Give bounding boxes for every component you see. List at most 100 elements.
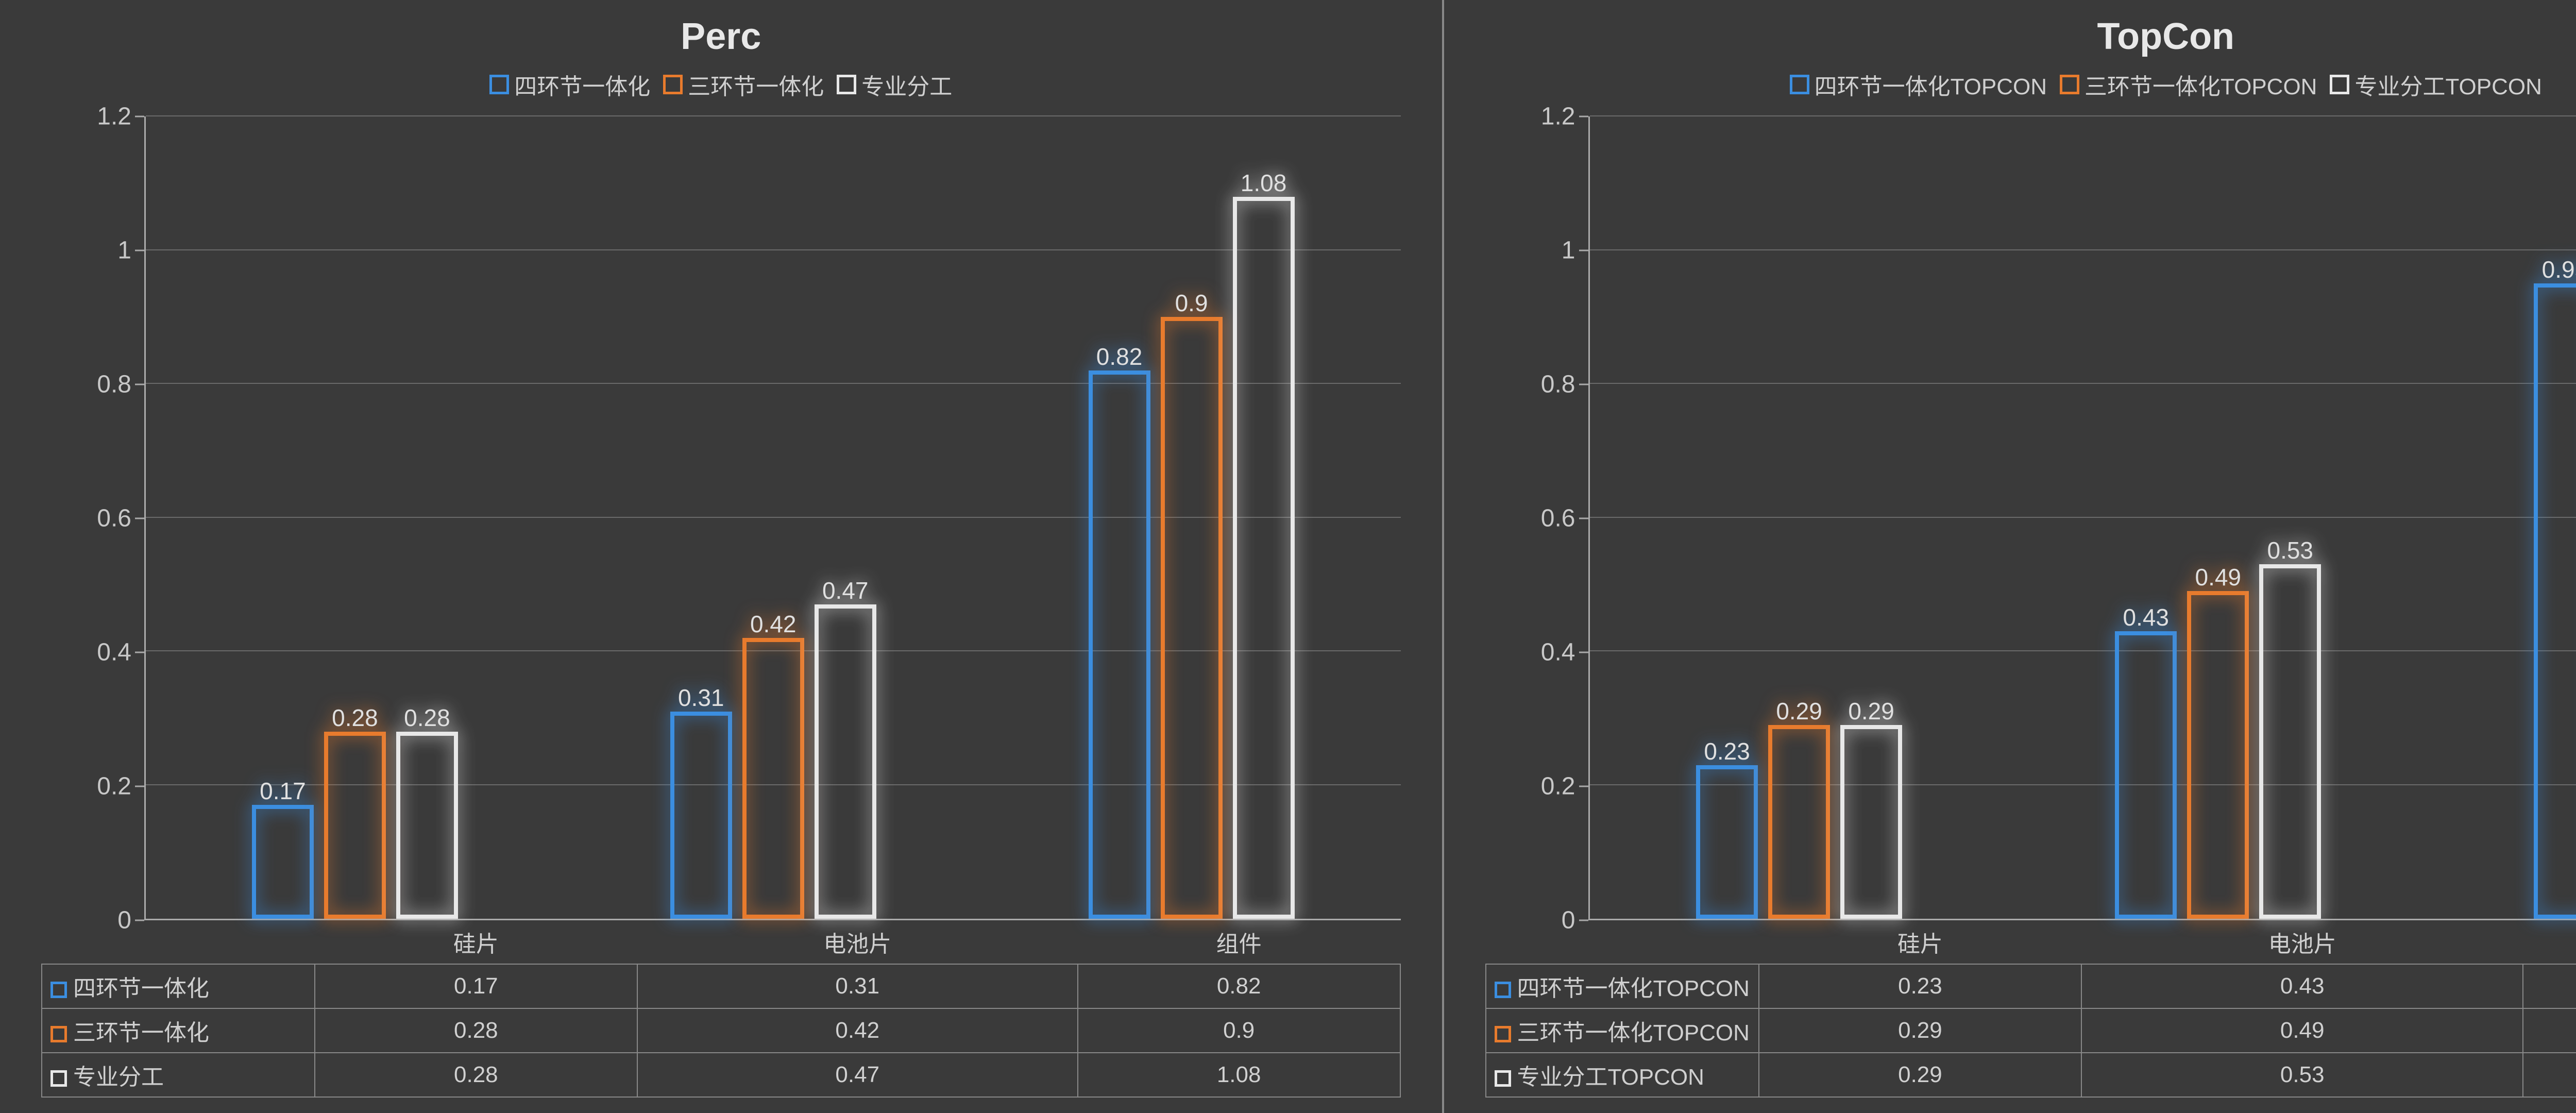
y-tick-mark [135,920,144,921]
legend-label: 专业分工TOPCON [2354,68,2541,101]
bar: 0.23 [1696,765,1758,919]
table-cell: 1.14 [2523,1053,2576,1097]
table-cell: 0.9 [1078,1008,1400,1053]
row-swatch [50,1026,67,1042]
row-swatch [1495,1070,1511,1087]
bar: 0.49 [2187,591,2249,919]
bar-value-label: 0.28 [404,704,450,732]
y-tick-label: 0.6 [1488,504,1575,533]
y-tick-label: 0 [1488,906,1575,935]
table-cell: 0.29 [1759,1008,2082,1053]
table-cell: 0.23 [1759,964,2082,1008]
row-series-name: 专业分工TOPCON [1517,1065,1704,1090]
bar-value-label: 0.31 [678,684,724,712]
bar: 0.53 [2259,564,2321,919]
table-cell: 0.43 [2081,964,2523,1008]
y-tick-mark [1579,250,1588,251]
bar-value-label: 0.17 [260,777,306,805]
table-row-head: 专业分工TOPCON [1486,1053,1759,1097]
table-cell: 0.47 [637,1053,1078,1097]
x-category-label: 组件 [2523,920,2576,964]
table-cell: 0.53 [2081,1053,2523,1097]
bar-group: 0.17 0.28 0.28 [146,116,564,919]
bar: 0.47 [815,604,876,919]
bar: 0.9 [1161,317,1223,919]
bar-value-label: 0.28 [332,704,378,732]
x-category-label: 组件 [1078,920,1400,964]
y-tick-label: 1.2 [1488,103,1575,131]
table-row: 三环节一体化0.280.420.9 [42,1008,1400,1053]
y-tick-label: 0.6 [44,504,131,533]
bar-group: 0.430.490.53 [2009,116,2428,919]
y-tick-mark [135,250,144,251]
table-row-head: 三环节一体化 [42,1008,315,1053]
data-table-grid: 硅片电池片组件四环节一体化TOPCON0.230.430.95三环节一体化TOP… [1485,920,2576,1098]
bar: 0.82 [1089,370,1150,919]
x-category-label: 硅片 [1759,920,2082,964]
legend-label: 四环节一体化 [514,68,650,101]
row-swatch [1495,1026,1511,1042]
y-tick-label: 0.8 [1488,370,1575,399]
table-cell: 0.82 [1078,964,1400,1008]
plot: 0.170.280.280.310.420.470.820.91.08 [144,116,1401,920]
bar-value-label: 0.9 [1175,289,1208,317]
plot-row: 00.20.40.60.811.20.170.280.280.310.420.4… [41,116,1401,920]
y-tick-mark [135,518,144,519]
bar-value-label: 0.43 [2123,603,2169,631]
legend-label: 三环节一体化 [688,68,824,101]
bar: 0.42 [742,638,804,919]
plot: 0.230.290.290.430.490.530.950.981.14 [1588,116,2576,920]
bar-value-label: 0.82 [1096,343,1143,370]
bar: 0.95 [2534,283,2576,919]
y-tick-mark [1579,518,1588,519]
bar-group: 0.23 0.29 0.29 [1590,116,2009,919]
y-tick-mark [135,384,144,385]
bar-value-label: 0.47 [822,577,869,604]
table-cell: 0.17 [315,964,637,1008]
panel-topcon: TopCon四环节一体化TOPCON三环节一体化TOPCON专业分工TOPCON… [1444,0,2576,1113]
table-cell: 0.28 [315,1008,637,1053]
legend-swatch [837,75,856,94]
legend: 四环节一体化 三环节一体化专业分工 [41,68,1401,101]
table-cell: 0.29 [1759,1053,2082,1097]
row-series-name: 四环节一体化 [73,976,209,1001]
bar-groups: 0.230.290.290.430.490.530.950.981.14 [1590,116,2576,919]
x-category-label: 硅片 [315,920,637,964]
bar-value-label: 0.49 [2195,563,2241,591]
bar-value-label: 0.29 [1776,697,1822,725]
legend-label: 四环节一体化TOPCON [1815,68,2047,101]
panel-perc: Perc四环节一体化三环节一体化专业分工00.20.40.60.811.20.1… [0,0,1444,1113]
table-cell: 0.98 [2523,1008,2576,1053]
table-cell: 1.08 [1078,1053,1400,1097]
dual-chart-container: Perc四环节一体化三环节一体化专业分工00.20.40.60.811.20.1… [0,0,2576,1113]
table-row: 专业分工0.280.471.08 [42,1053,1400,1097]
y-axis: 00.20.40.60.811.2 [41,116,144,920]
bar: 0.17 [252,805,314,919]
plot-row: 00.20.40.60.811.20.230.290.290.430.490.5… [1485,116,2576,920]
chart-area: 00.20.40.60.811.20.170.280.280.310.420.4… [41,116,1401,1098]
y-tick-label: 1 [1488,237,1575,265]
bar: 0.43 [2115,631,2177,919]
bar-group: 0.950.981.14 [2428,116,2576,919]
x-category-label: 电池片 [2081,920,2523,964]
legend-item: 三环节一体化 [663,68,824,101]
y-tick-mark [1579,384,1588,385]
row-series-name: 专业分工 [73,1065,164,1090]
bar: 0.29 [1840,725,1902,919]
y-tick-label: 0.2 [1488,772,1575,801]
chart-area: 00.20.40.60.811.20.230.290.290.430.490.5… [1485,116,2576,1098]
y-tick-label: 1.2 [44,103,131,131]
bar-group: 0.310.420.47 [564,116,982,919]
y-tick-label: 0.4 [44,638,131,667]
bar: 0.31 [670,712,732,919]
data-table-grid: 硅片电池片组件四环节一体化0.170.310.82三环节一体化0.280.420… [41,920,1401,1098]
legend-item: 三环节一体化TOPCON [2060,68,2317,101]
y-tick-mark [1579,116,1588,117]
y-tick-mark [1579,920,1588,921]
bar-value-label: 0.53 [2267,536,2313,564]
row-swatch [1495,982,1511,998]
legend-swatch [663,75,683,94]
legend-item: 专业分工 [837,68,952,101]
y-tick-mark [135,652,144,653]
y-axis: 00.20.40.60.811.2 [1485,116,1588,920]
